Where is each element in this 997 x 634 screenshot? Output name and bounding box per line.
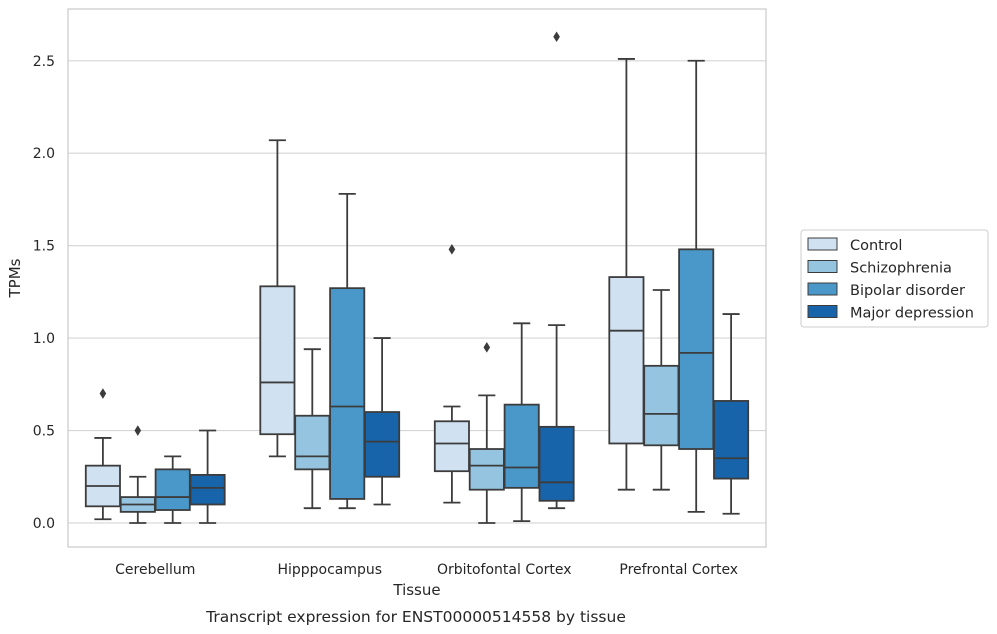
legend-swatch [807,305,838,318]
box-schizophrenia-3 [643,289,680,491]
legend-label: Bipolar disorder [850,283,965,299]
y-tick-label: 1.5 [33,239,55,255]
legend-item: Control [807,237,902,254]
box-schizophrenia-2 [468,342,505,524]
grid-layer [68,60,766,524]
iqr-box [329,287,366,500]
box-control-3 [608,58,645,491]
x-tick-label: Prefrontal Cortex [619,562,738,578]
box-control-1 [259,139,296,458]
iqr-box [259,285,296,436]
iqr-box [468,448,505,491]
iqr-box [294,414,331,471]
legend-item: Schizophrenia [807,260,952,277]
legend-swatch [807,282,838,296]
iqr-box [503,403,540,489]
legend-frame [800,229,989,328]
legend-label: Schizophrenia [850,261,952,277]
iqr-box [154,468,191,511]
legend-swatch [807,260,838,273]
iqr-box [608,276,645,445]
iqr-box [713,400,750,480]
y-tick-label: 1.0 [33,331,55,347]
x-tick-labels: Cerebellum Hipppocampus Orbitofontal Corte… [115,562,738,578]
box-major-depression-2 [538,31,575,510]
outlier-point [448,244,456,255]
plot-frame [67,8,767,548]
legend-swatch [807,237,838,251]
iqr-box [538,425,575,502]
box-bipolar-disorder-3 [678,59,715,513]
x-tick-label: Hipppocampus [277,562,382,578]
iqr-box [364,411,401,478]
box-bipolar-disorder-1 [329,192,366,510]
iqr-box [678,248,715,450]
box-bipolar-disorder-0 [154,455,191,524]
outlier-point [483,342,491,353]
box-major-depression-1 [364,337,401,506]
y-tick-labels: 0.0 0.5 1.0 1.5 2.0 2.5 [33,54,55,532]
y-tick-label: 2.5 [33,54,55,70]
x-tick-label: Orbitofontal Cortex [437,562,572,578]
y-axis-title: TPMs [6,258,24,298]
y-tick-label: 2.0 [33,146,55,162]
outlier-point [134,425,142,436]
legend-label: Control [850,238,902,254]
outlier-point [99,388,107,399]
box-major-depression-0 [189,429,226,524]
legend-item: Bipolar disorder [807,282,965,299]
legend-label: Major depression [850,306,974,322]
iqr-box [643,364,680,447]
y-tick-label: 0.5 [33,424,55,440]
iqr-box [433,420,470,473]
outlier-point [553,31,560,43]
box-schizophrenia-1 [294,348,331,510]
box-marks [84,31,750,524]
legend: Control Schizophrenia Bipolar disorder Majo… [800,229,989,328]
x-axis-title: Tissue [392,581,440,599]
x-tick-label: Cerebellum [115,562,195,578]
box-major-depression-3 [713,313,750,515]
legend-items: Control Schizophrenia Bipolar disorder Majo… [807,237,974,322]
box-bipolar-disorder-2 [503,322,540,523]
chart-caption: Transcript expression for ENST0000051455… [205,608,626,626]
y-tick-label: 0.0 [33,516,55,532]
legend-item: Major depression [807,305,974,322]
box-schizophrenia-0 [119,425,156,524]
box-control-2 [433,244,470,504]
iqr-box [189,473,226,506]
box-control-0 [84,388,121,521]
